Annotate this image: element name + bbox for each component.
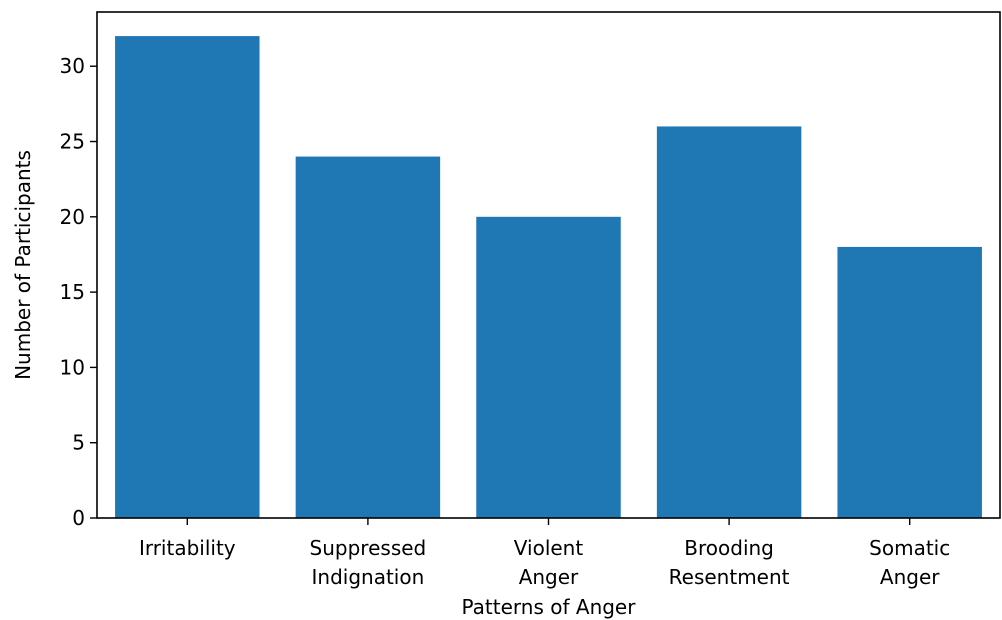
y-axis-ticks: 0 5 10 15 20 25 30: [60, 54, 97, 530]
bar: [115, 36, 260, 518]
y-tick-label: 10: [60, 355, 85, 379]
bar: [656, 126, 802, 518]
bar: [837, 246, 982, 518]
x-tick-label: Irritability: [139, 536, 236, 560]
x-tick-label: Somatic Anger: [869, 536, 950, 589]
y-tick-label: 20: [60, 205, 85, 229]
y-axis-label: Number of Participants: [11, 150, 35, 380]
bar: [476, 216, 621, 519]
x-tick-label: Brooding Resentment: [669, 536, 790, 589]
y-tick-label: 30: [60, 54, 85, 78]
y-tick-label: 0: [72, 506, 85, 530]
x-axis-label: Patterns of Anger: [462, 595, 637, 619]
y-tick-label: 25: [60, 130, 85, 154]
plot-frame: [96, 11, 1001, 519]
x-tick-label: Violent Anger: [514, 536, 584, 589]
x-axis-ticks: Irritability Suppressed Indignation Violent…: [139, 518, 950, 589]
y-tick-label: 5: [72, 431, 85, 455]
bars-group: [115, 36, 982, 519]
x-tick-label: Suppressed Indignation: [310, 536, 427, 589]
y-tick-label: 15: [60, 280, 85, 304]
bar: [295, 156, 441, 519]
